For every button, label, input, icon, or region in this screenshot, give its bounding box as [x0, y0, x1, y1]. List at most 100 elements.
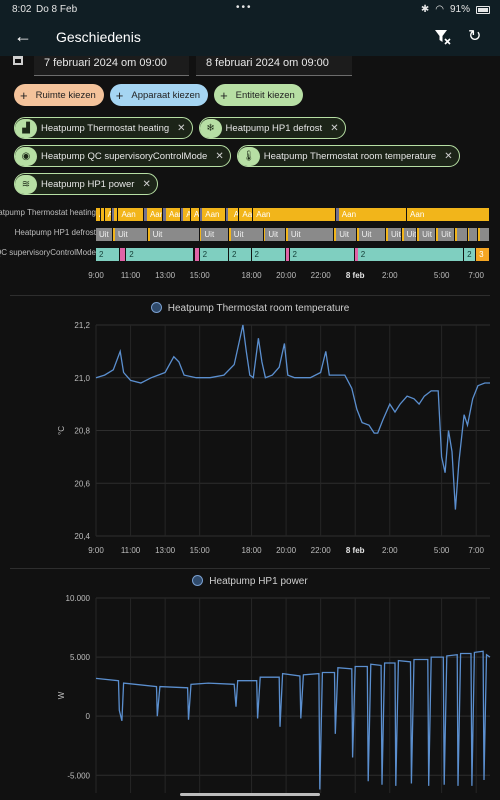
- gesture-bar[interactable]: [180, 793, 320, 796]
- timeline-segment[interactable]: Aan: [100, 208, 104, 221]
- timeline-segment[interactable]: 2: [464, 248, 476, 261]
- selected-entity-chip[interactable]: ▟ Heatpump Thermostat heating ✕: [14, 117, 193, 139]
- timeline-segment[interactable]: Uit: [287, 228, 334, 241]
- timeline-segment[interactable]: [336, 208, 340, 221]
- timeline-segment[interactable]: [111, 208, 115, 221]
- timeline-segment[interactable]: [225, 208, 229, 221]
- timeline-segment[interactable]: 2: [357, 248, 464, 261]
- timeline-segment[interactable]: [469, 228, 477, 241]
- remove-icon[interactable]: ✕: [215, 150, 224, 162]
- refresh-icon[interactable]: ↻: [468, 28, 482, 45]
- timeline-segment[interactable]: Uit: [388, 228, 401, 241]
- selected-entity-chip[interactable]: ◉ Heatpump QC supervisoryControlMode ✕: [14, 145, 231, 167]
- entity-picker-button[interactable]: + Entiteit kiezen: [214, 84, 303, 106]
- chart-legend[interactable]: Heatpump HP1 power: [0, 575, 500, 587]
- timeline-track[interactable]: Uit Uit Uit Uit Uit Uit Uit Uit Uit Uit Uit Uit Uit: [96, 228, 490, 241]
- timeline-segment[interactable]: [467, 228, 471, 241]
- series-line[interactable]: [95, 650, 491, 790]
- remove-icon[interactable]: ✕: [330, 122, 339, 134]
- chart-legend[interactable]: Heatpump Thermostat room temperature: [0, 302, 500, 314]
- timeline-segment[interactable]: [286, 228, 290, 241]
- timeline-segment[interactable]: [120, 248, 126, 261]
- timeline-segment[interactable]: [479, 228, 489, 241]
- time-axis-tick: 8 feb: [345, 271, 365, 280]
- status-date: Do 8 Feb: [36, 4, 78, 15]
- timeline-segment[interactable]: Aan: [202, 208, 225, 221]
- selected-entity-chip[interactable]: 🌡 Heatpump Thermostat room temperature ✕: [236, 145, 460, 167]
- temperature-chart[interactable]: 21,2 21,0 20,8 20,6 20,4 °C 9:00 11:00 13:00 15:0…: [0, 316, 500, 560]
- timeline-segment[interactable]: [194, 248, 199, 261]
- timeline-segment[interactable]: Uit: [358, 228, 386, 241]
- selected-entity-chip[interactable]: ≋ Heatpump HP1 power ✕: [14, 173, 158, 195]
- timeline-segment[interactable]: Aan: [228, 208, 232, 221]
- timeline-segment[interactable]: [477, 228, 481, 241]
- timeline-segment[interactable]: 2: [289, 248, 355, 261]
- timeline-segment[interactable]: [180, 208, 184, 221]
- timeline-segment[interactable]: Aan: [407, 208, 489, 221]
- timeline-segment[interactable]: [356, 228, 360, 241]
- timeline-segment[interactable]: Aan: [146, 208, 163, 221]
- timeline-segment[interactable]: Uit: [201, 228, 229, 241]
- remove-icon[interactable]: ✕: [444, 150, 453, 162]
- timeline-segment[interactable]: Uit: [419, 228, 436, 241]
- filter-clear-icon[interactable]: [434, 28, 452, 46]
- timeline-segment[interactable]: Uit: [403, 228, 417, 241]
- timeline-segment[interactable]: [401, 228, 405, 241]
- timeline-segment[interactable]: Uit: [265, 228, 286, 241]
- timeline-segment[interactable]: [417, 228, 421, 241]
- timeline-segment[interactable]: Uit: [115, 228, 147, 241]
- timeline-segment[interactable]: 3: [476, 248, 489, 261]
- timeline-segment[interactable]: Aan: [191, 208, 199, 221]
- remove-icon[interactable]: ✕: [142, 178, 151, 190]
- timeline-segment[interactable]: Aan: [239, 208, 253, 221]
- timeline-segment[interactable]: [147, 228, 151, 241]
- state-timeline: Heatpump Thermostat heating AanAanAanAan…: [0, 206, 500, 286]
- timeline-segment[interactable]: [144, 208, 148, 221]
- timeline-segment[interactable]: [334, 228, 338, 241]
- timeline-segment[interactable]: Aan: [118, 208, 144, 221]
- area-picker-button[interactable]: + Ruimte kiezen: [14, 84, 104, 106]
- timeline-segment[interactable]: 2: [229, 248, 251, 261]
- timeline-segment[interactable]: Uit: [438, 228, 455, 241]
- timeline-segment[interactable]: [457, 228, 467, 241]
- timeline-segment[interactable]: Uit: [96, 228, 113, 241]
- timeline-segment[interactable]: 2: [96, 248, 120, 261]
- calendar-icon[interactable]: [13, 56, 23, 65]
- timeline-segment[interactable]: Aan: [253, 208, 336, 221]
- series-line[interactable]: [95, 324, 490, 510]
- selected-entity-chip[interactable]: ❄ Heatpump HP1 defrost ✕: [198, 117, 346, 139]
- timeline-segment[interactable]: 2: [199, 248, 229, 261]
- timeline-segment[interactable]: Uit: [149, 228, 199, 241]
- timeline-segment[interactable]: [286, 248, 290, 261]
- timeline-segment[interactable]: Aan: [338, 208, 407, 221]
- timeline-segment[interactable]: [113, 228, 117, 241]
- start-date-field[interactable]: 7 februari 2024 om 09:00: [34, 56, 189, 76]
- timeline-segment[interactable]: Aan: [114, 208, 118, 221]
- back-arrow-icon[interactable]: ←: [14, 26, 32, 46]
- timeline-segment[interactable]: Aan: [165, 208, 180, 221]
- timeline-segment[interactable]: [199, 228, 203, 241]
- timeline-segment[interactable]: Aan: [230, 208, 239, 221]
- timeline-segment[interactable]: [199, 208, 203, 221]
- power-chart[interactable]: 10.000 5.000 0 -5.000 W: [0, 588, 500, 793]
- timeline-segment[interactable]: Uit: [230, 228, 263, 241]
- y-tick-label: -5.000: [67, 771, 90, 780]
- timeline-segment[interactable]: [455, 228, 459, 241]
- timeline-segment[interactable]: Aan: [183, 208, 191, 221]
- timeline-segment[interactable]: [163, 208, 167, 221]
- timeline-track[interactable]: AanAanAanAanAanAanAanAanAanAanAanAanAanA…: [96, 208, 490, 221]
- timeline-segment[interactable]: Aan: [96, 208, 100, 221]
- timeline-segment[interactable]: [355, 248, 359, 261]
- remove-icon[interactable]: ✕: [177, 122, 186, 134]
- timeline-segment[interactable]: [229, 228, 233, 241]
- timeline-segment[interactable]: [436, 228, 440, 241]
- timeline-segment[interactable]: 2: [251, 248, 286, 261]
- timeline-segment[interactable]: [263, 228, 267, 241]
- timeline-segment[interactable]: 2: [126, 248, 194, 261]
- timeline-segment[interactable]: Aan: [104, 208, 111, 221]
- end-date-field[interactable]: 8 februari 2024 om 09:00: [196, 56, 352, 76]
- timeline-segment[interactable]: Uit: [336, 228, 356, 241]
- timeline-segment[interactable]: [386, 228, 390, 241]
- device-picker-button[interactable]: + Apparaat kiezen: [109, 84, 209, 106]
